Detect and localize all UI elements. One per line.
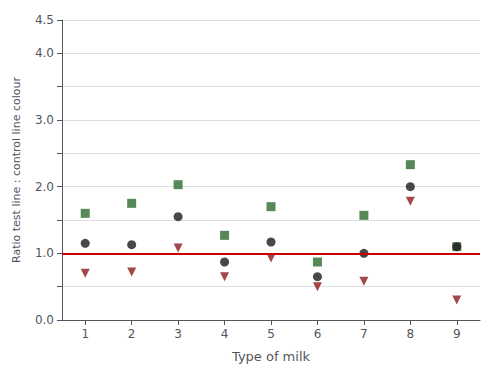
svg-text:8: 8: [407, 327, 415, 341]
svg-text:4.0: 4.0: [35, 46, 54, 60]
svg-text:0.0: 0.0: [35, 313, 54, 327]
svg-text:7: 7: [360, 327, 368, 341]
svg-text:2: 2: [128, 327, 136, 341]
svg-text:1.0: 1.0: [35, 246, 54, 260]
svg-text:3: 3: [174, 327, 182, 341]
svg-text:Ratio test line : control line: Ratio test line : control line colour: [10, 77, 23, 263]
svg-text:6: 6: [314, 327, 322, 341]
svg-text:Type of milk: Type of milk: [231, 349, 311, 364]
svg-text:9: 9: [453, 327, 461, 341]
svg-text:4: 4: [221, 327, 229, 341]
svg-text:2.0: 2.0: [35, 180, 54, 194]
svg-text:5: 5: [267, 327, 275, 341]
svg-text:4.5: 4.5: [35, 13, 54, 27]
svg-text:1: 1: [81, 327, 89, 341]
svg-text:3.0: 3.0: [35, 113, 54, 127]
